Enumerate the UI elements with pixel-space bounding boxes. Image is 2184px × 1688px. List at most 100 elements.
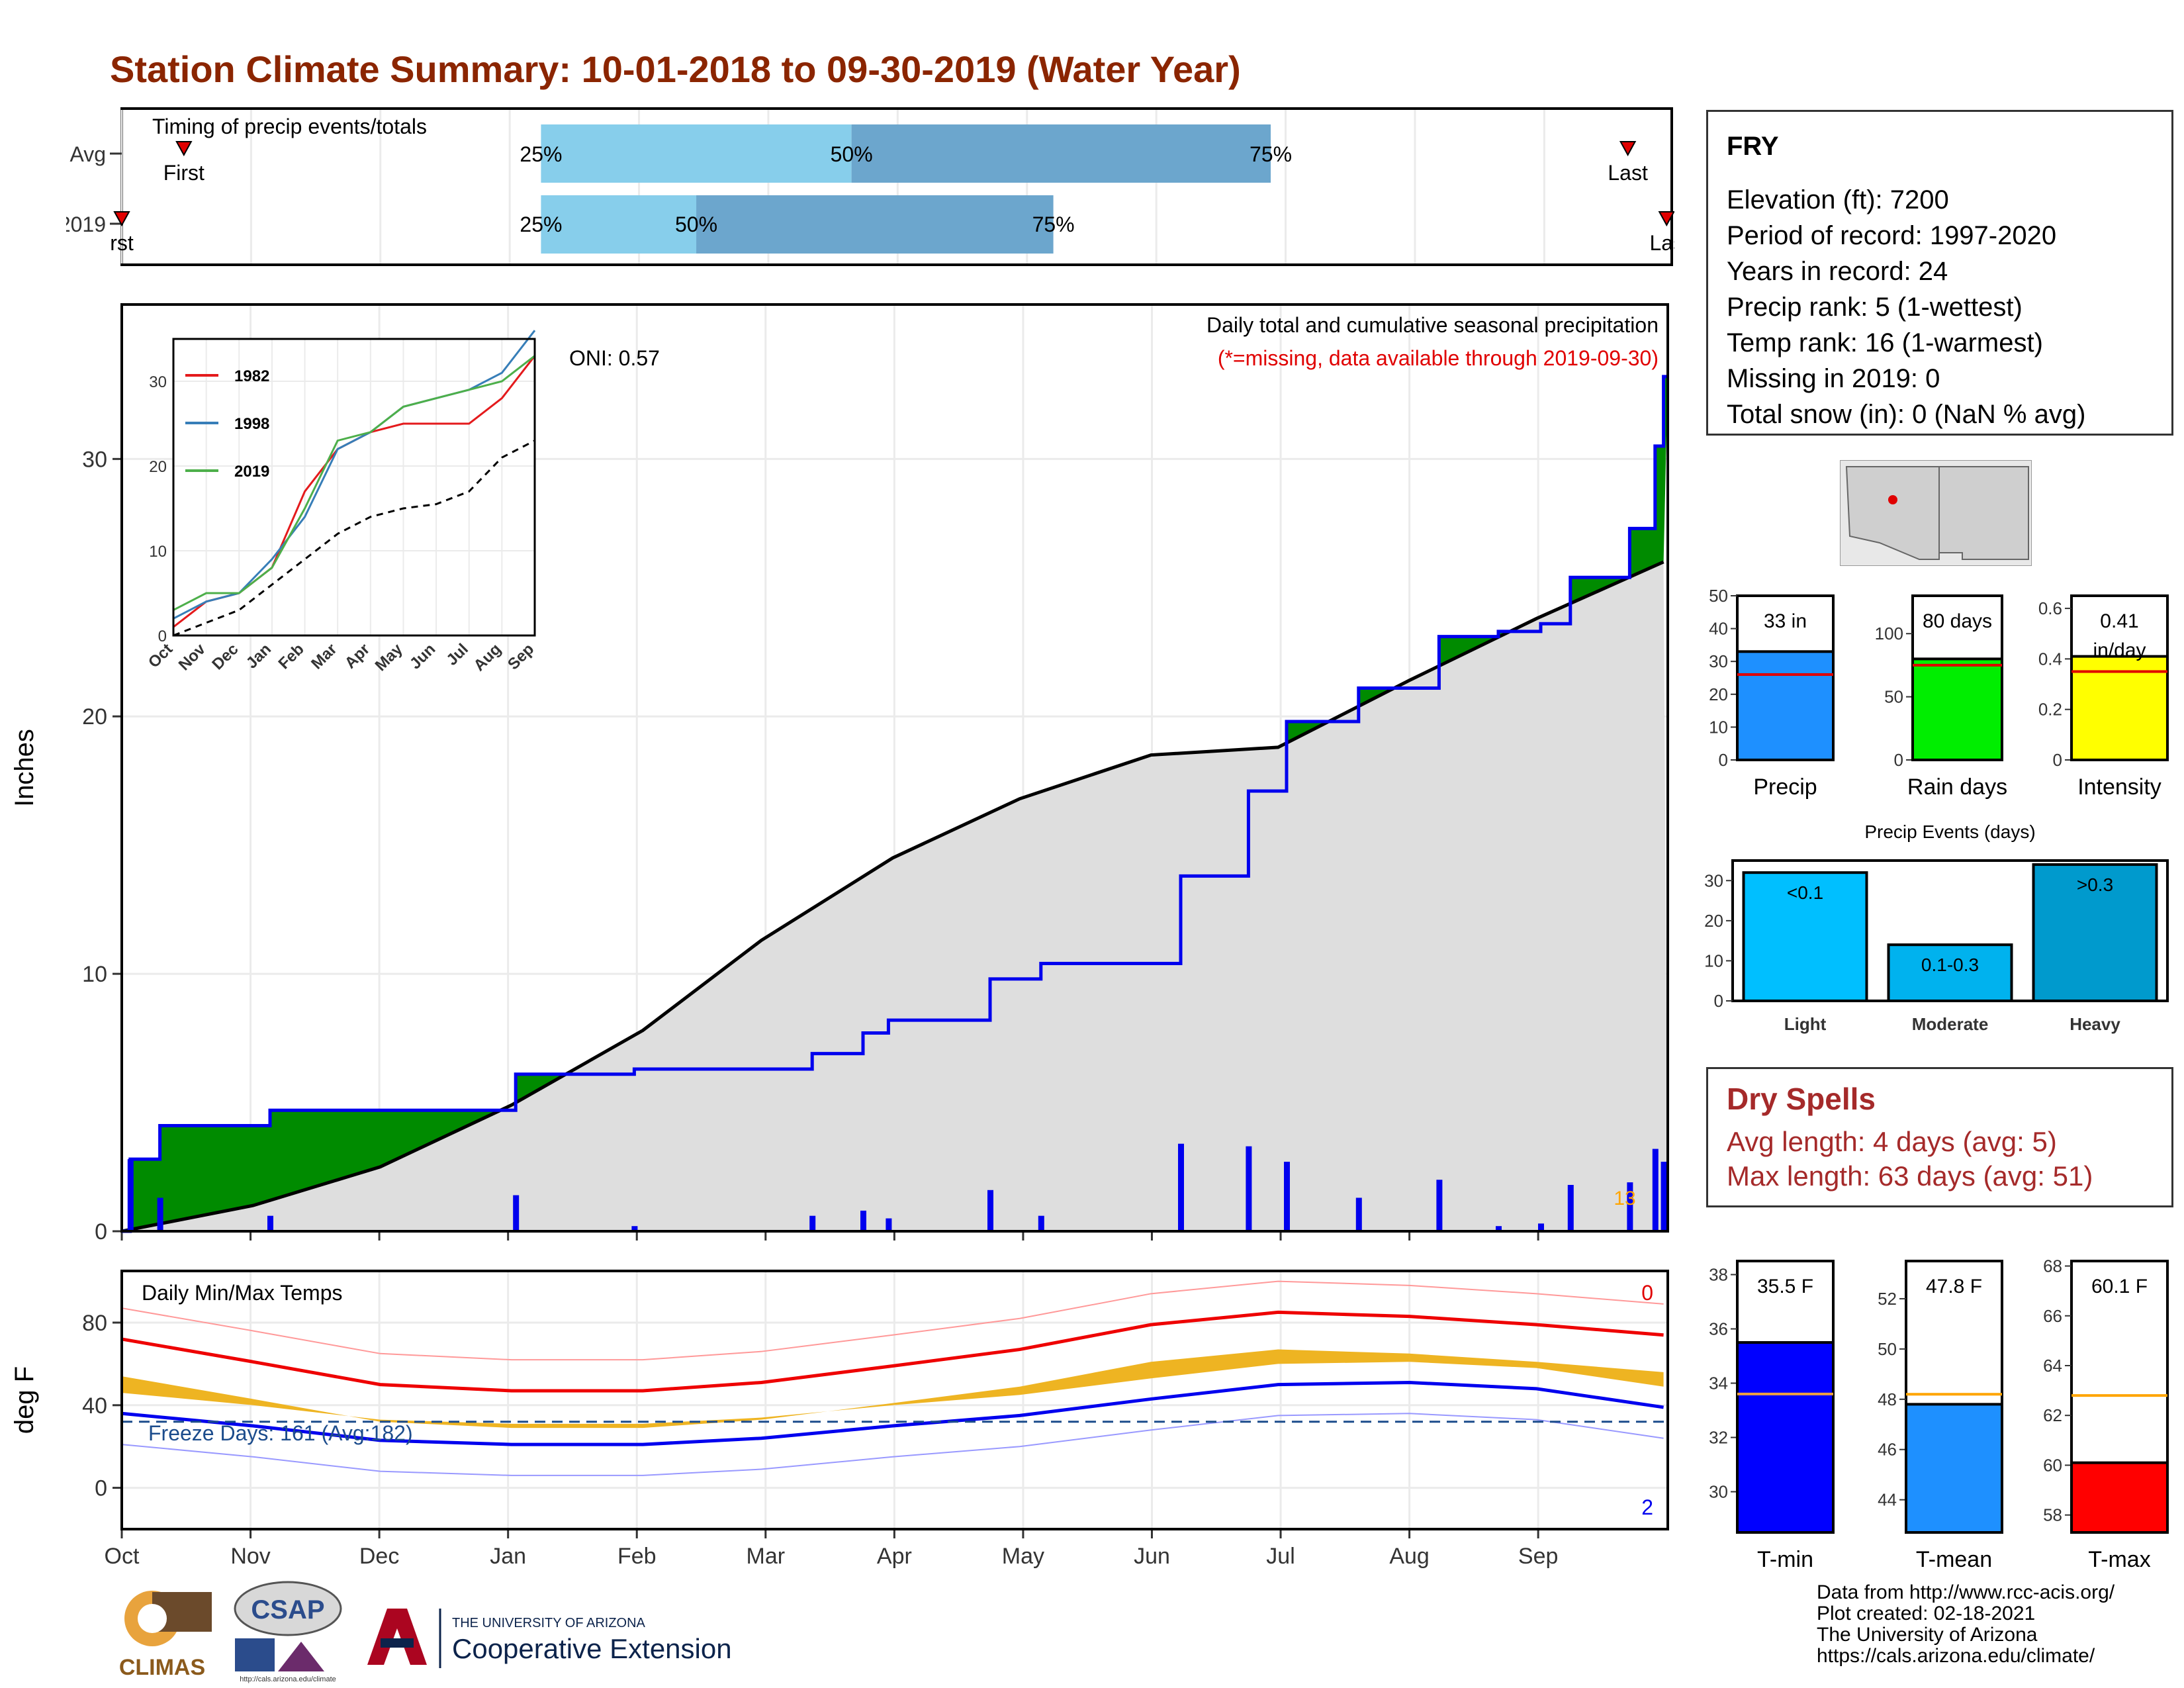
month-label: Aug <box>1389 1544 1430 1569</box>
tmax-bar-chart: 58 60 62 64 66 68 60.1 F T-max <box>2043 1256 2169 1572</box>
info-precip-rank: Precip rank: 5 (1-wettest) <box>1727 293 2023 322</box>
events-bar-label: <0.1 <box>1787 882 1823 903</box>
climas-text: CLIMAS <box>119 1655 205 1680</box>
timing-bar-25-50 <box>541 124 852 183</box>
dry-spells-avg: Avg length: 4 days (avg: 5) <box>1727 1126 2057 1157</box>
inset-line-average <box>173 440 535 637</box>
average-cumulative-area <box>122 561 1668 1231</box>
events-category-label: Heavy <box>2070 1014 2120 1034</box>
small-bar-y-tick-label: 50 <box>1878 1339 1897 1359</box>
timing-p75-label: 75% <box>1032 212 1075 236</box>
daily-precip-bar <box>127 1159 134 1231</box>
events-y-tick-label: 30 <box>1704 870 1723 890</box>
cold-days-count: 2 <box>1641 1495 1653 1519</box>
info-missing: Missing in 2019: 0 <box>1727 364 1940 393</box>
first-event-label: rst <box>110 231 134 255</box>
y-tick-label: 0 <box>95 1219 107 1244</box>
intensity-bar-chart: 0 0.2 0.4 0.6 0.41 in/day Intensity <box>2038 594 2169 800</box>
events-bar-light <box>1742 871 1868 1002</box>
daily-precip-bar <box>267 1215 273 1231</box>
small-bar-y-tick-label: 100 <box>1875 624 1903 643</box>
csap-text: CSAP <box>251 1595 324 1624</box>
small-bar-y-tick-label: 10 <box>1709 717 1728 737</box>
month-label: Jun <box>1134 1544 1170 1569</box>
csap-url: http://cals.arizona.edu/climate <box>240 1675 336 1683</box>
dry-spells-max: Max length: 63 days (avg: 51) <box>1727 1160 2093 1192</box>
footer-url: https://cals.arizona.edu/climate/ <box>1817 1645 2095 1667</box>
timing-p25-label: 25% <box>520 212 562 236</box>
inset-y-tick-label: 0 <box>158 628 167 645</box>
small-bar-y-tick-label: 64 <box>2043 1356 2062 1376</box>
precip-events-chart: Precip Events (days) 0 10 20 30 <0.1 Light 0.1-… <box>1704 821 2169 1034</box>
daily-precip-bar <box>987 1190 993 1231</box>
ua-logo: THE UNIVERSITY OF ARIZONA Cooperative Ex… <box>361 1602 771 1675</box>
small-bar-y-tick-label: 60 <box>2043 1455 2062 1475</box>
small-bar-y-tick-label: 50 <box>1884 687 1903 707</box>
precip-chart-title: Daily total and cumulative seasonal prec… <box>1206 313 1659 337</box>
record-max-line <box>121 1280 1664 1361</box>
timing-chart: Timing of precip events/totals Avg 25% 50% 7… <box>59 107 1684 266</box>
climas-logo: CLIMAS <box>106 1582 218 1681</box>
inset-frame <box>172 338 536 637</box>
y-tick-label: 30 <box>82 447 107 472</box>
small-bar-y-tick-label: 58 <box>2043 1505 2062 1525</box>
daily-precip-bar <box>1284 1162 1290 1231</box>
cumulative-2019-line <box>122 375 1668 1233</box>
small-bar-y-tick-label: 30 <box>1709 1482 1728 1502</box>
page-title: Station Climate Summary: 10-01-2018 to 0… <box>110 48 1241 90</box>
month-label: Jul <box>1266 1544 1295 1569</box>
footer-created: Plot created: 02-18-2021 <box>1817 1603 2036 1624</box>
avg-max-line <box>121 1310 1664 1393</box>
month-label: Dec <box>359 1544 399 1569</box>
temp-panel: 0 40 80 Oct Nov Dec Jan Feb Mar Apr May Jun Jul Aug Se… <box>0 1251 1681 1569</box>
daily-precip-bar <box>1627 1182 1633 1231</box>
month-label: Apr <box>877 1544 912 1569</box>
inset-legend-label: 2019 <box>234 463 269 481</box>
locator-map <box>1839 459 2032 567</box>
station-info-lines: Elevation (ft): 7200 Period of record: 1… <box>1727 182 2085 432</box>
timing-panel: Timing of precip events/totals Avg 25% 50% 7… <box>59 106 1684 271</box>
small-bar-value-label: 47.8 F <box>1926 1276 1982 1297</box>
footer-university: The University of Arizona <box>1817 1624 2038 1646</box>
daily-precip-bar <box>1178 1143 1184 1231</box>
last-event-label: Las <box>1649 231 1674 255</box>
small-bar-value-label: 80 days <box>1923 610 1992 632</box>
daily-precip-bar <box>1496 1226 1502 1231</box>
tmin-bar-chart: 30 32 34 36 38 35.5 F T-min <box>1709 1260 1835 1572</box>
precip-panel: 0 10 20 30 Daily total and cumulative season… <box>0 285 1681 1251</box>
inset-y-tick-label: 10 <box>149 543 167 561</box>
freeze-days-label: Freeze Days: 161 (Avg:182) <box>148 1421 413 1445</box>
small-bar-y-tick-label: 68 <box>2043 1256 2062 1276</box>
daily-precip-bar <box>1652 1149 1659 1231</box>
ua-ext-text: Cooperative Extension <box>452 1633 732 1664</box>
events-bar-moderate <box>1887 943 2013 1002</box>
daily-precip-bar <box>860 1210 866 1231</box>
month-label: Feb <box>617 1544 657 1569</box>
daily-precip-bar <box>513 1195 520 1231</box>
daily-precip-bar <box>1661 1162 1667 1231</box>
daily-precip-bar <box>1436 1180 1443 1231</box>
precip-bar-chart: 0 10 20 30 40 50 33 in Precip <box>1709 586 1835 800</box>
small-bar-value-label: 35.5 F <box>1757 1276 1813 1297</box>
precip-chart: 0 10 20 30 Daily total and cumulative season… <box>10 303 1669 1244</box>
small-bar-y-tick-label: 0 <box>2053 750 2062 770</box>
info-elevation: Elevation (ft): 7200 <box>1727 185 1949 214</box>
small-bar-value-unit: in/day <box>2093 639 2146 661</box>
small-bar-value-label: 60.1 F <box>2091 1276 2148 1297</box>
dry-spells-title: Dry Spells <box>1727 1082 1876 1116</box>
small-bar-y-tick-label: 0.6 <box>2038 598 2062 618</box>
small-bar-value <box>1736 1341 1835 1534</box>
oni-label: ONI: 0.57 <box>569 346 660 370</box>
daily-precip-bar <box>1355 1197 1362 1231</box>
first-event-marker <box>113 211 130 227</box>
small-bar-y-tick-label: 38 <box>1709 1265 1728 1285</box>
events-title: Precip Events (days) <box>1864 821 2035 842</box>
csap-logo: CSAP http://cals.arizona.edu/climate <box>228 1579 347 1685</box>
small-bar-y-tick-label: 0 <box>1894 750 1903 770</box>
small-bar-y-tick-label: 20 <box>1709 684 1728 704</box>
events-bar-heavy <box>2032 863 2158 1002</box>
timing-bar-50-75 <box>851 124 1271 183</box>
avg-min-line <box>121 1380 1664 1446</box>
small-bar-y-tick-label: 48 <box>1878 1389 1897 1409</box>
small-bar-value <box>1905 1403 2003 1534</box>
